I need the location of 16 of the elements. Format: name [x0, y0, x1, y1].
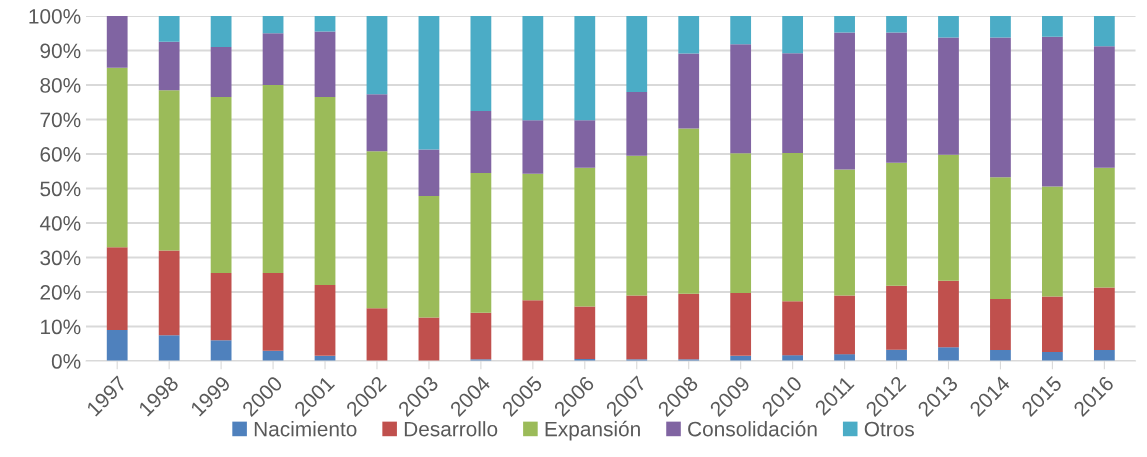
y-tick-label: 90% — [40, 43, 81, 59]
legend-label: Desarrollo — [404, 421, 498, 437]
legend-label: Consolidación — [688, 420, 817, 437]
y-tick-label: 40% — [39, 216, 81, 231]
legend-label: Expansión — [545, 420, 640, 441]
legend-label: Otros — [864, 421, 914, 437]
y-tick-label: 20% — [40, 285, 81, 300]
legend-label: Nacimiento — [254, 421, 357, 437]
y-tick-label: 10% — [41, 319, 81, 335]
y-tick-label: 100% — [29, 9, 81, 24]
y-tick-label: 0% — [51, 354, 81, 369]
y-tick-label: 80% — [40, 78, 81, 93]
y-tick-label: 50% — [40, 181, 81, 197]
y-tick-label: 60% — [40, 147, 81, 162]
y-tick-label: 30% — [40, 250, 81, 266]
y-tick-label: 70% — [40, 112, 81, 128]
